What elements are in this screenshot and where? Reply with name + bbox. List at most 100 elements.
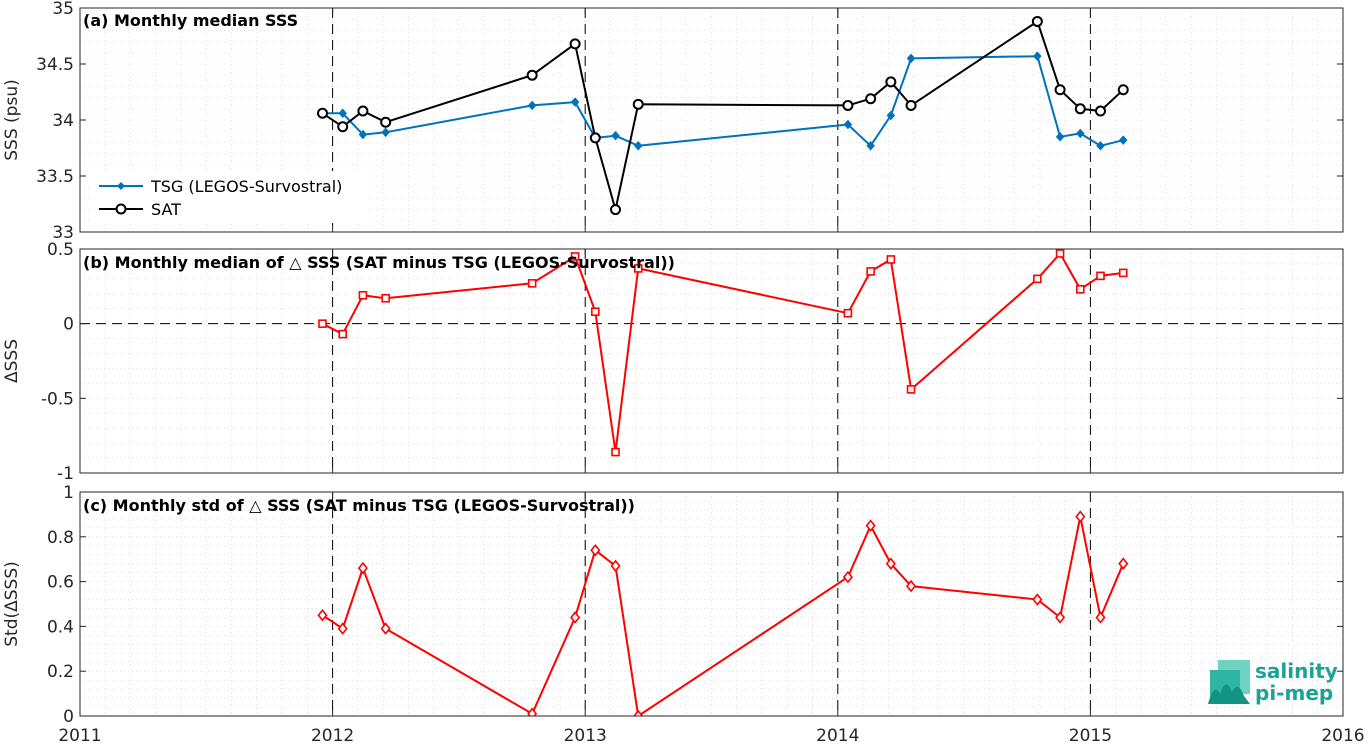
panel-c: 00.20.40.60.81 2011 2012 2013 2014 2015 2016 … bbox=[2, 483, 1365, 745]
legend: TSG (LEGOS-Survostral) SAT bbox=[92, 171, 368, 223]
data-point bbox=[1096, 140, 1105, 151]
panel-b: -1 -0.5 0 0.5 (b) Monthly median of △ SSS (… bbox=[2, 240, 1344, 484]
data-point bbox=[318, 319, 327, 328]
data-point bbox=[1095, 611, 1106, 624]
y-tick-label: 33.5 bbox=[36, 167, 74, 187]
axes-box-c bbox=[79, 491, 1344, 717]
x-tick-label: 2011 bbox=[58, 726, 101, 745]
y-tick-label: -1 bbox=[57, 464, 74, 484]
y-ticks-c: 0 0.2 0.4 0.6 0.8 1 bbox=[47, 483, 1344, 727]
data-point bbox=[885, 557, 896, 570]
data-point bbox=[1118, 268, 1128, 278]
x-tick-label: 2012 bbox=[311, 726, 354, 745]
grid-a bbox=[80, 8, 1343, 232]
y-tick-label: 35 bbox=[52, 0, 74, 19]
legend-label-sat: SAT bbox=[151, 200, 181, 219]
data-point bbox=[381, 293, 390, 303]
y-tick-label: 0.4 bbox=[47, 617, 74, 637]
data-point bbox=[906, 579, 917, 593]
data-point bbox=[317, 608, 328, 622]
data-point bbox=[886, 110, 896, 121]
x-tick-label: 2013 bbox=[564, 726, 607, 745]
data-point bbox=[591, 307, 600, 317]
data-point bbox=[866, 267, 875, 276]
data-point bbox=[358, 129, 368, 140]
data-point bbox=[380, 116, 392, 128]
y-tick-label: 0.6 bbox=[47, 573, 74, 593]
series-line-c-0 bbox=[321, 515, 1125, 716]
data-point bbox=[906, 53, 916, 64]
series-layer-c bbox=[317, 510, 1129, 716]
data-point bbox=[337, 121, 349, 133]
y-ticks-a: 33 33.5 34 34.5 35 bbox=[36, 0, 1344, 243]
data-point bbox=[905, 99, 917, 111]
salinity-pi-mep-logo: salinity pi-mep bbox=[1208, 659, 1338, 705]
data-point bbox=[357, 561, 368, 575]
y-tick-label: 1 bbox=[63, 483, 74, 503]
wave-icon bbox=[1208, 660, 1250, 704]
logo-text-line1: salinity bbox=[1255, 659, 1338, 683]
y-tick-label: 0 bbox=[63, 315, 74, 335]
data-point bbox=[1033, 274, 1042, 284]
data-point bbox=[610, 204, 622, 216]
y-tick-label: 0.5 bbox=[47, 240, 74, 260]
data-point bbox=[1075, 128, 1085, 139]
y-tick-label: 0.8 bbox=[47, 528, 74, 548]
data-point bbox=[1075, 285, 1085, 294]
data-point bbox=[1075, 510, 1086, 523]
data-point bbox=[316, 107, 328, 119]
data-point bbox=[906, 385, 916, 394]
data-point bbox=[1095, 105, 1107, 117]
data-point bbox=[357, 105, 369, 117]
panel-title-b: (b) Monthly median of △ SSS (SAT minus T… bbox=[83, 253, 675, 272]
y-tick-label: 34 bbox=[52, 111, 74, 131]
x-tick-label: 2015 bbox=[1069, 726, 1112, 745]
data-point bbox=[632, 98, 644, 110]
legend-marker-sat bbox=[115, 203, 127, 215]
data-point bbox=[886, 255, 896, 264]
data-point bbox=[569, 38, 581, 50]
y-tick-label: 0.2 bbox=[47, 662, 74, 682]
series-layer-a bbox=[316, 15, 1129, 216]
data-point bbox=[570, 611, 581, 624]
data-point bbox=[843, 308, 853, 318]
data-point bbox=[885, 76, 897, 88]
data-point bbox=[527, 707, 538, 716]
data-point bbox=[589, 132, 601, 144]
data-point bbox=[338, 108, 348, 119]
data-point bbox=[358, 290, 368, 300]
data-point bbox=[865, 519, 876, 532]
data-point bbox=[1055, 611, 1066, 624]
data-point bbox=[527, 279, 537, 288]
grid-c bbox=[80, 492, 1343, 716]
data-point bbox=[1055, 249, 1065, 258]
axes-box-b bbox=[79, 248, 1344, 474]
data-point bbox=[526, 69, 538, 81]
legend-marker-tsg bbox=[117, 182, 125, 190]
data-point bbox=[1117, 84, 1129, 96]
y-ticks-b: -1 -0.5 0 0.5 bbox=[41, 240, 1344, 484]
data-point bbox=[1118, 135, 1128, 146]
y-tick-label: 33 bbox=[52, 223, 74, 243]
data-point bbox=[381, 127, 390, 138]
data-point bbox=[1033, 51, 1042, 62]
data-point bbox=[338, 329, 348, 339]
x-ticks: 2011 2012 2013 2014 2015 2016 bbox=[58, 726, 1364, 745]
data-point bbox=[610, 559, 621, 573]
data-point bbox=[633, 140, 643, 151]
data-point bbox=[590, 543, 601, 557]
data-point bbox=[1074, 103, 1086, 115]
data-point bbox=[380, 622, 391, 635]
data-point bbox=[1055, 131, 1065, 142]
y-axis-label-b: ΔSSS bbox=[2, 339, 22, 383]
grid-b bbox=[80, 249, 1343, 473]
series-layer-b bbox=[318, 249, 1128, 457]
panel-title-a: (a) Monthly median SSS bbox=[83, 11, 298, 30]
data-point bbox=[527, 100, 537, 111]
x-tick-label: 2016 bbox=[1321, 726, 1364, 745]
data-point bbox=[865, 93, 877, 105]
data-point bbox=[843, 119, 853, 130]
data-point bbox=[570, 252, 580, 261]
data-point bbox=[1096, 271, 1105, 281]
y-axis-label-a: SSS (psu) bbox=[2, 79, 22, 160]
